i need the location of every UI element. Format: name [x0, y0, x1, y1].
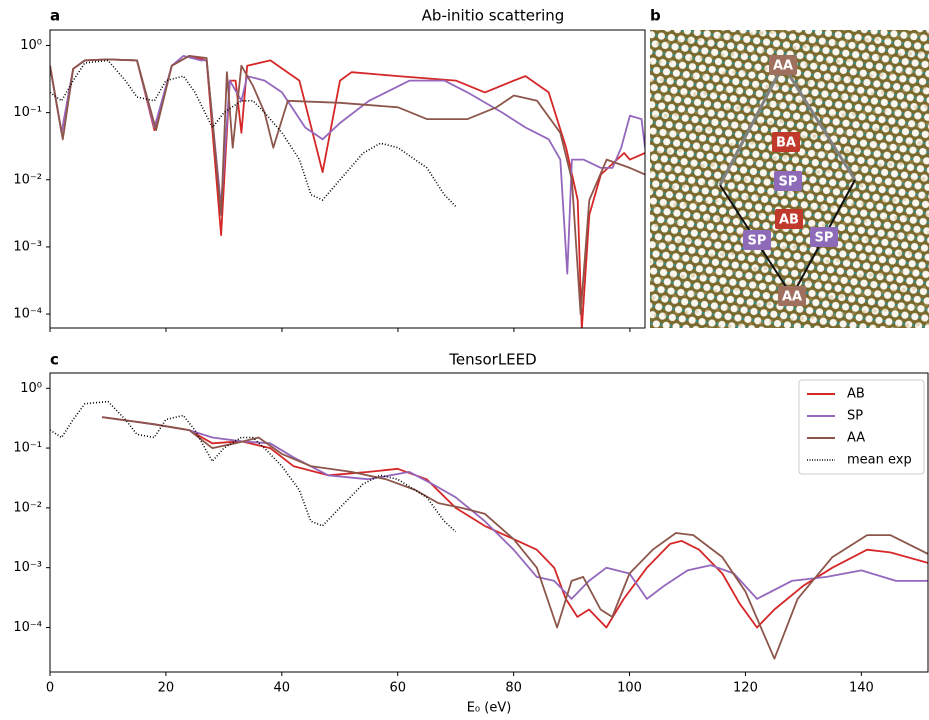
site-label: AB [779, 213, 799, 228]
series-line [102, 416, 928, 660]
y-tick-label: 10⁻¹ [13, 105, 42, 120]
x-tick-label: 120 [733, 681, 758, 696]
legend-label: mean exp [847, 453, 912, 468]
series-line [50, 59, 457, 208]
site-label-box [743, 230, 771, 250]
series-line [50, 55, 645, 315]
panel-letter: b [650, 7, 661, 25]
x-tick-label: 60 [389, 681, 406, 696]
y-tick-label: 10⁻⁴ [13, 620, 42, 635]
axes-frame [49, 29, 646, 329]
y-tick-label: 10⁰ [20, 381, 42, 396]
axes-frame [49, 372, 929, 673]
y-tick-label: 10⁻² [13, 172, 42, 187]
panel-title: TensorLEED [448, 351, 536, 369]
x-tick-label: 100 [617, 681, 642, 696]
site-label: SP [815, 231, 834, 246]
legend-label: AA [847, 431, 865, 446]
x-tick-label: 80 [505, 681, 522, 696]
y-tick-label: 10⁻⁴ [13, 307, 42, 322]
y-tick-label: 10⁰ [20, 38, 42, 53]
panel-letter: c [50, 351, 59, 369]
y-tick-label: 10⁻³ [13, 560, 42, 575]
site-label: AA [782, 290, 802, 305]
series-line [50, 400, 457, 533]
x-tick-label: 140 [849, 681, 874, 696]
site-label: AA [773, 59, 793, 74]
site-label-box [774, 171, 802, 191]
y-tick-label: 10⁻¹ [13, 441, 42, 456]
x-tick-label: 20 [158, 681, 175, 696]
site-label-box [769, 55, 797, 75]
site-label: SP [779, 175, 798, 190]
y-tick-label: 10⁻³ [13, 239, 42, 254]
site-label-box [778, 286, 806, 306]
series-line [50, 55, 645, 275]
legend-box [798, 379, 925, 475]
x-axis-label: E₀ (eV) [467, 701, 512, 716]
series-line [102, 416, 928, 600]
legend-label: SP [847, 409, 863, 424]
panel-title: Ab-initio scattering [422, 7, 565, 25]
site-label: SP [748, 234, 767, 249]
series-line [102, 416, 928, 629]
x-tick-label: 40 [274, 681, 291, 696]
site-label-box [772, 132, 800, 152]
site-label-box [810, 227, 838, 247]
x-tick-label: 0 [46, 681, 54, 696]
legend-label: AB [847, 387, 865, 402]
y-tick-label: 10⁻² [13, 500, 42, 515]
site-label-box [775, 209, 803, 229]
site-label: BA [776, 136, 796, 151]
panel-letter: a [50, 7, 60, 25]
cell-upper [718, 64, 857, 186]
series-line [50, 55, 645, 328]
